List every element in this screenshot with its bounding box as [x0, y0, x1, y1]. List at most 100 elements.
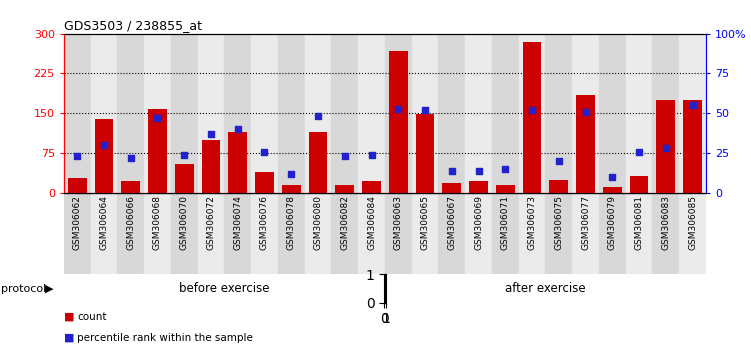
- Bar: [144, 193, 170, 274]
- Bar: [439, 34, 465, 193]
- Bar: [171, 34, 198, 193]
- Text: count: count: [77, 312, 107, 322]
- Text: GSM306063: GSM306063: [394, 195, 403, 250]
- Text: GSM306085: GSM306085: [688, 195, 697, 250]
- Text: GSM306067: GSM306067: [448, 195, 457, 250]
- Bar: [117, 193, 144, 274]
- Bar: [496, 185, 514, 193]
- Point: [232, 126, 244, 132]
- Bar: [64, 34, 91, 193]
- Point: [686, 103, 698, 108]
- Point: [580, 109, 592, 115]
- Bar: [545, 34, 572, 193]
- Bar: [412, 193, 439, 274]
- Bar: [278, 34, 305, 193]
- Point: [125, 155, 137, 161]
- Bar: [599, 193, 626, 274]
- Bar: [576, 95, 595, 193]
- Bar: [336, 185, 354, 193]
- Point: [606, 174, 618, 180]
- Point: [178, 152, 190, 158]
- Bar: [572, 193, 599, 274]
- Bar: [358, 34, 385, 193]
- Text: GSM306068: GSM306068: [153, 195, 162, 250]
- Text: GSM306072: GSM306072: [207, 195, 216, 250]
- Text: GSM306083: GSM306083: [662, 195, 671, 250]
- Bar: [656, 100, 675, 193]
- Bar: [171, 193, 198, 274]
- Text: protocol: protocol: [1, 284, 46, 293]
- Point: [660, 145, 672, 151]
- Bar: [305, 193, 331, 274]
- Bar: [251, 34, 278, 193]
- Bar: [519, 34, 545, 193]
- Text: GSM306071: GSM306071: [501, 195, 510, 250]
- Point: [152, 115, 164, 121]
- Bar: [362, 181, 381, 193]
- Bar: [175, 164, 194, 193]
- Text: GSM306074: GSM306074: [234, 195, 243, 250]
- Point: [98, 142, 110, 148]
- Text: GDS3503 / 238855_at: GDS3503 / 238855_at: [64, 19, 202, 32]
- Text: percentile rank within the sample: percentile rank within the sample: [77, 333, 253, 343]
- Text: ■: ■: [64, 312, 74, 322]
- Text: GSM306079: GSM306079: [608, 195, 617, 250]
- Bar: [91, 34, 117, 193]
- Bar: [225, 34, 251, 193]
- Bar: [91, 193, 117, 274]
- Bar: [255, 172, 274, 193]
- Bar: [629, 176, 648, 193]
- Bar: [331, 34, 358, 193]
- Bar: [626, 193, 653, 274]
- Bar: [278, 193, 305, 274]
- Bar: [305, 34, 331, 193]
- Bar: [148, 109, 167, 193]
- Text: GSM306082: GSM306082: [340, 195, 349, 250]
- Text: GSM306069: GSM306069: [474, 195, 483, 250]
- Bar: [228, 132, 247, 193]
- Bar: [492, 34, 519, 193]
- Bar: [572, 34, 599, 193]
- Bar: [492, 193, 519, 274]
- Text: before exercise: before exercise: [179, 282, 270, 295]
- Bar: [198, 193, 225, 274]
- Bar: [95, 119, 113, 193]
- Bar: [653, 193, 679, 274]
- Bar: [331, 193, 358, 274]
- Bar: [68, 178, 86, 193]
- Bar: [599, 34, 626, 193]
- Point: [392, 105, 404, 111]
- Point: [419, 107, 431, 113]
- Bar: [385, 193, 412, 274]
- Text: GSM306081: GSM306081: [635, 195, 644, 250]
- Bar: [679, 193, 706, 274]
- Point: [446, 168, 458, 173]
- Text: GSM306080: GSM306080: [313, 195, 322, 250]
- Bar: [439, 193, 465, 274]
- Bar: [442, 183, 461, 193]
- Bar: [683, 100, 702, 193]
- Bar: [198, 34, 225, 193]
- Bar: [412, 34, 439, 193]
- Bar: [653, 34, 679, 193]
- Text: GSM306065: GSM306065: [421, 195, 430, 250]
- Bar: [251, 193, 278, 274]
- Bar: [117, 34, 144, 193]
- Bar: [309, 132, 327, 193]
- Bar: [469, 181, 488, 193]
- Bar: [626, 34, 653, 193]
- Point: [526, 107, 538, 113]
- Bar: [545, 193, 572, 274]
- Point: [312, 114, 324, 119]
- Text: GSM306062: GSM306062: [73, 195, 82, 250]
- Point: [366, 152, 378, 158]
- Bar: [465, 34, 492, 193]
- Point: [339, 154, 351, 159]
- Bar: [385, 34, 412, 193]
- Bar: [679, 34, 706, 193]
- Bar: [201, 140, 220, 193]
- Text: GSM306073: GSM306073: [527, 195, 536, 250]
- Point: [472, 168, 484, 173]
- Bar: [389, 51, 408, 193]
- Bar: [603, 187, 622, 193]
